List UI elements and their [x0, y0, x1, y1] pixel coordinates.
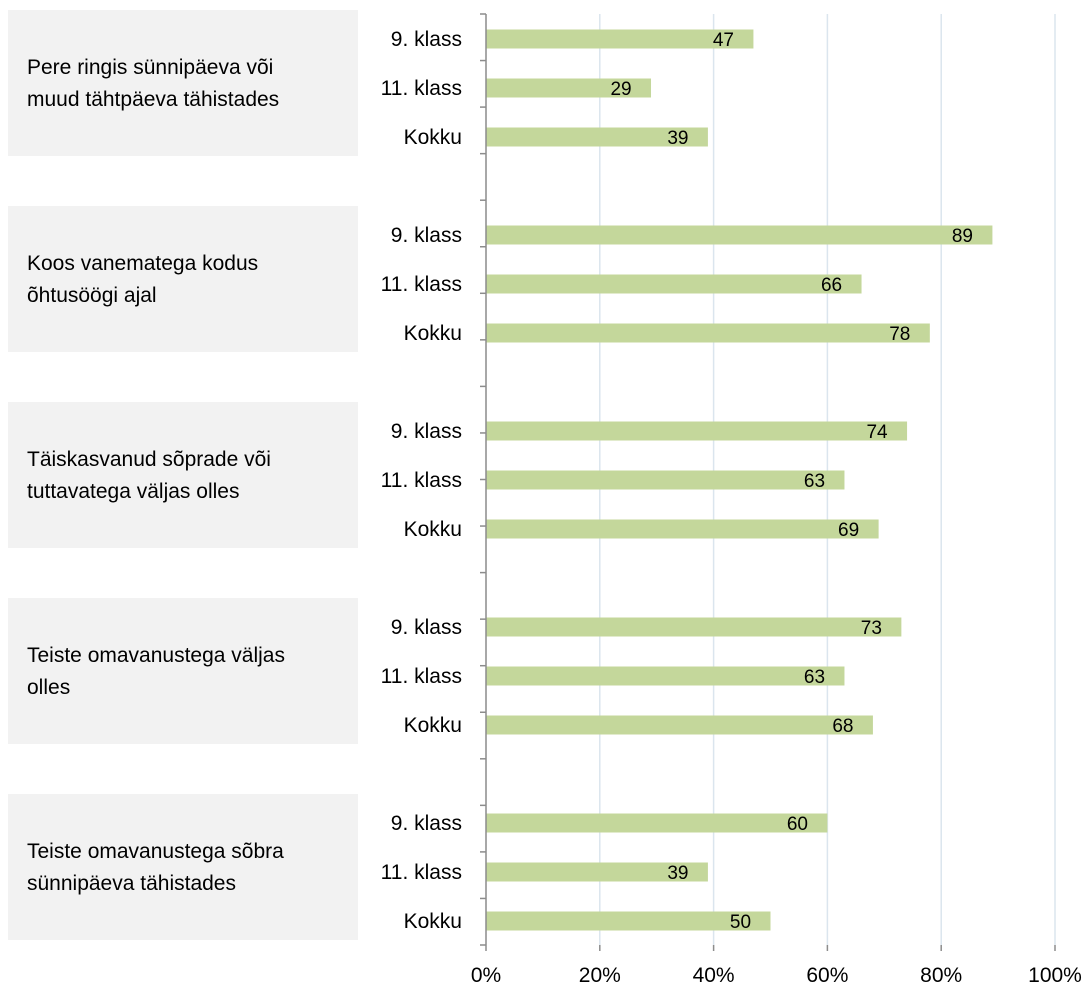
group-label-box [8, 206, 358, 352]
data-label: 66 [821, 275, 842, 296]
x-tick-label: 40% [693, 964, 735, 987]
bar [486, 715, 873, 735]
bar [486, 127, 708, 147]
group-label-box [8, 402, 358, 548]
group-label-box [8, 794, 358, 940]
data-label: 63 [804, 667, 825, 688]
category-label: 9. klass [391, 28, 462, 51]
data-label: 63 [804, 471, 825, 492]
group-label: sünnipäeva tähistades [27, 872, 236, 895]
bar [486, 274, 862, 294]
data-label: 39 [667, 128, 688, 149]
category-label: 9. klass [391, 224, 462, 247]
bar [486, 78, 652, 98]
data-label: 78 [889, 324, 910, 345]
group-label: Koos vanematega kodus [27, 252, 258, 275]
bars [486, 29, 993, 931]
group-label: muud tähtpäeva tähistades [27, 88, 279, 111]
group-label-box [8, 10, 358, 156]
bar [486, 519, 879, 539]
data-label: 39 [667, 863, 688, 884]
group-label: Pere ringis sünnipäeva või [27, 56, 273, 79]
bar [486, 421, 908, 441]
category-label: Kokku [404, 910, 462, 933]
bar [486, 323, 930, 343]
bar [486, 911, 771, 931]
category-label: 9. klass [391, 420, 462, 443]
group-label: olles [27, 676, 70, 699]
bar [486, 862, 708, 882]
category-label: 11. klass [381, 861, 462, 884]
bar [486, 666, 845, 686]
bar [486, 225, 993, 245]
category-label: Kokku [404, 322, 462, 345]
bar [486, 29, 754, 49]
category-label: 11. klass [381, 77, 462, 100]
data-label: 47 [713, 30, 734, 51]
x-tick-label: 100% [1028, 964, 1082, 987]
data-label: 73 [861, 618, 882, 639]
category-label: Kokku [404, 714, 462, 737]
data-label: 29 [610, 79, 631, 100]
group-label: Teiste omavanustega sõbra [27, 840, 284, 863]
group-label: õhtusöögi ajal [27, 284, 157, 307]
x-tick-label: 20% [579, 964, 621, 987]
group-label: tuttavatega väljas olles [27, 480, 239, 503]
group-label-box [8, 598, 358, 744]
labels: 0% 20% 40% 60% 80% 100% Pere ringis sünnipäeva… [27, 28, 1082, 987]
data-label: 69 [838, 520, 859, 541]
group-label-boxes [8, 10, 358, 940]
data-label: 74 [866, 422, 888, 443]
category-label: Kokku [404, 126, 462, 149]
category-label: 11. klass [381, 469, 462, 492]
x-tick-label: 60% [806, 964, 848, 987]
category-label: 9. klass [391, 616, 462, 639]
group-label: Täiskasvanud sõprade või [27, 448, 271, 471]
bar [486, 813, 828, 833]
x-tick-label: 80% [920, 964, 962, 987]
category-label: Kokku [404, 518, 462, 541]
bar [486, 617, 902, 637]
x-tick-label: 0% [471, 964, 501, 987]
category-label: 11. klass [381, 665, 462, 688]
data-label: 68 [832, 716, 853, 737]
group-label: Teiste omavanustega väljas [27, 644, 285, 667]
axes [480, 13, 1056, 951]
category-label: 11. klass [381, 273, 462, 296]
data-label: 60 [787, 814, 808, 835]
bar [486, 470, 845, 490]
data-label: 50 [730, 912, 751, 933]
category-label: 9. klass [391, 812, 462, 835]
data-label: 89 [952, 226, 973, 247]
